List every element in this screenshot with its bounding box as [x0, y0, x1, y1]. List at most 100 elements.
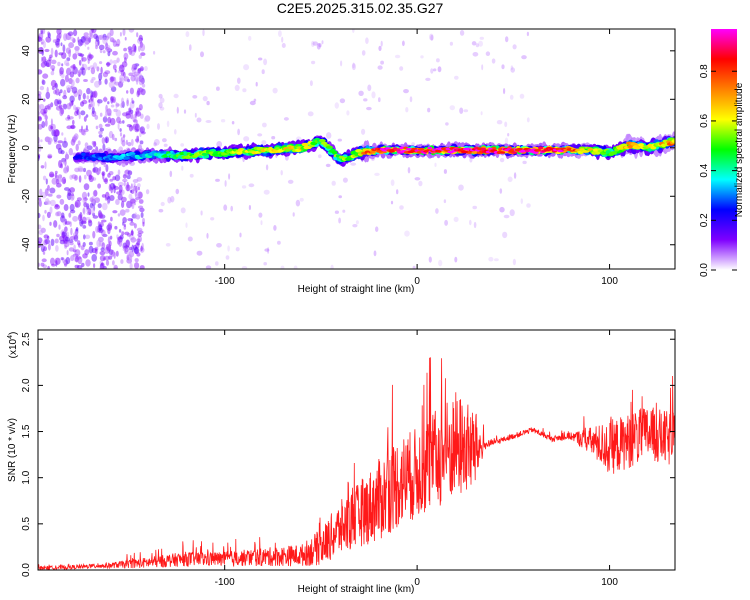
ridge-cell — [512, 151, 518, 154]
noise-blob — [104, 78, 108, 85]
noise-blob — [472, 205, 478, 210]
noise-blob — [96, 66, 100, 72]
noise-blob — [92, 190, 98, 197]
noise-blob — [104, 177, 108, 185]
ridge-cell — [538, 146, 544, 150]
noise-blob — [75, 227, 79, 232]
noise-blob — [106, 61, 110, 67]
noise-blob — [76, 108, 80, 116]
noise-blob — [115, 43, 120, 47]
noise-blob — [105, 243, 112, 251]
noise-blob — [84, 234, 91, 239]
noise-blob — [472, 52, 479, 57]
noise-blob — [38, 212, 41, 219]
noise-blob — [114, 81, 120, 86]
noise-blob — [77, 214, 83, 222]
noise-blob — [316, 43, 321, 50]
noise-blob — [258, 57, 263, 61]
noise-blob — [71, 86, 78, 94]
noise-blob — [499, 157, 505, 163]
noise-blob — [49, 206, 53, 214]
noise-blob — [64, 59, 70, 66]
noise-blob — [51, 86, 55, 90]
noise-blob — [55, 143, 62, 150]
noise-blob — [175, 188, 180, 195]
noise-blob — [428, 256, 432, 263]
noise-blob — [77, 71, 82, 76]
noise-blob — [263, 262, 268, 266]
noise-blob — [299, 197, 304, 202]
noise-blob — [117, 169, 121, 176]
noise-blob — [173, 93, 179, 99]
noise-blob — [54, 49, 58, 58]
x-tick-label: -100 — [215, 276, 235, 287]
noise-blob — [43, 234, 49, 239]
noise-blob — [71, 100, 74, 106]
x-tick-label: 100 — [601, 577, 618, 588]
noise-blob — [85, 217, 91, 220]
y-tick-label: 20 — [21, 93, 32, 105]
noise-blob — [74, 46, 80, 51]
noise-blob — [499, 206, 505, 213]
noise-blob — [121, 139, 126, 147]
ridge-cell — [121, 153, 126, 157]
noise-blob — [169, 170, 173, 177]
noise-blob — [139, 140, 144, 145]
noise-blob — [390, 179, 395, 186]
noise-blob — [83, 234, 86, 240]
noise-blob — [95, 35, 99, 42]
noise-blob — [121, 200, 125, 208]
ridge-cell — [123, 156, 130, 160]
noise-blob — [459, 30, 465, 36]
noise-blob — [126, 175, 131, 180]
noise-blob — [127, 218, 133, 222]
noise-blob — [158, 102, 163, 109]
noise-blob — [115, 109, 122, 118]
noise-blob — [101, 137, 106, 145]
noise-blob — [351, 63, 356, 71]
noise-blob — [128, 170, 132, 175]
noise-blob — [71, 193, 74, 197]
noise-blob — [51, 177, 58, 185]
noise-blob — [62, 140, 68, 148]
noise-blob — [231, 121, 235, 125]
ridge-cell — [301, 142, 309, 147]
noise-blob — [109, 59, 113, 65]
noise-blob — [107, 32, 112, 39]
noise-blob — [63, 241, 70, 248]
noise-blob — [445, 122, 449, 126]
noise-blob — [435, 208, 439, 214]
noise-blob — [394, 54, 401, 59]
noise-blob — [46, 86, 49, 94]
noise-blob — [91, 106, 95, 115]
noise-blob — [136, 32, 139, 38]
noise-blob — [77, 39, 83, 47]
y-tick-label: 1.0 — [21, 470, 32, 484]
noise-blob — [510, 65, 514, 70]
noise-blob — [338, 195, 343, 199]
noise-blob — [443, 199, 447, 204]
noise-blob — [112, 96, 117, 104]
noise-blob — [129, 189, 133, 193]
ridge-cell — [582, 150, 590, 153]
noise-blob — [40, 139, 43, 143]
noise-blob — [91, 29, 97, 34]
noise-blob — [69, 242, 74, 246]
noise-blob — [334, 102, 339, 109]
noise-blob — [64, 218, 68, 225]
noise-blob — [380, 40, 383, 47]
noise-blob — [90, 90, 93, 98]
noise-blob — [65, 85, 72, 91]
noise-blob — [109, 178, 114, 182]
noise-blob — [183, 109, 187, 114]
noise-blob — [84, 249, 90, 256]
noise-blob — [95, 248, 98, 255]
noise-blob — [453, 216, 459, 223]
noise-blob — [131, 97, 134, 102]
noise-blob — [105, 44, 111, 53]
noise-blob — [42, 56, 47, 63]
ridge-cell — [179, 151, 186, 156]
noise-blob — [139, 265, 145, 269]
noise-blob — [63, 33, 68, 41]
noise-blob — [88, 241, 93, 246]
